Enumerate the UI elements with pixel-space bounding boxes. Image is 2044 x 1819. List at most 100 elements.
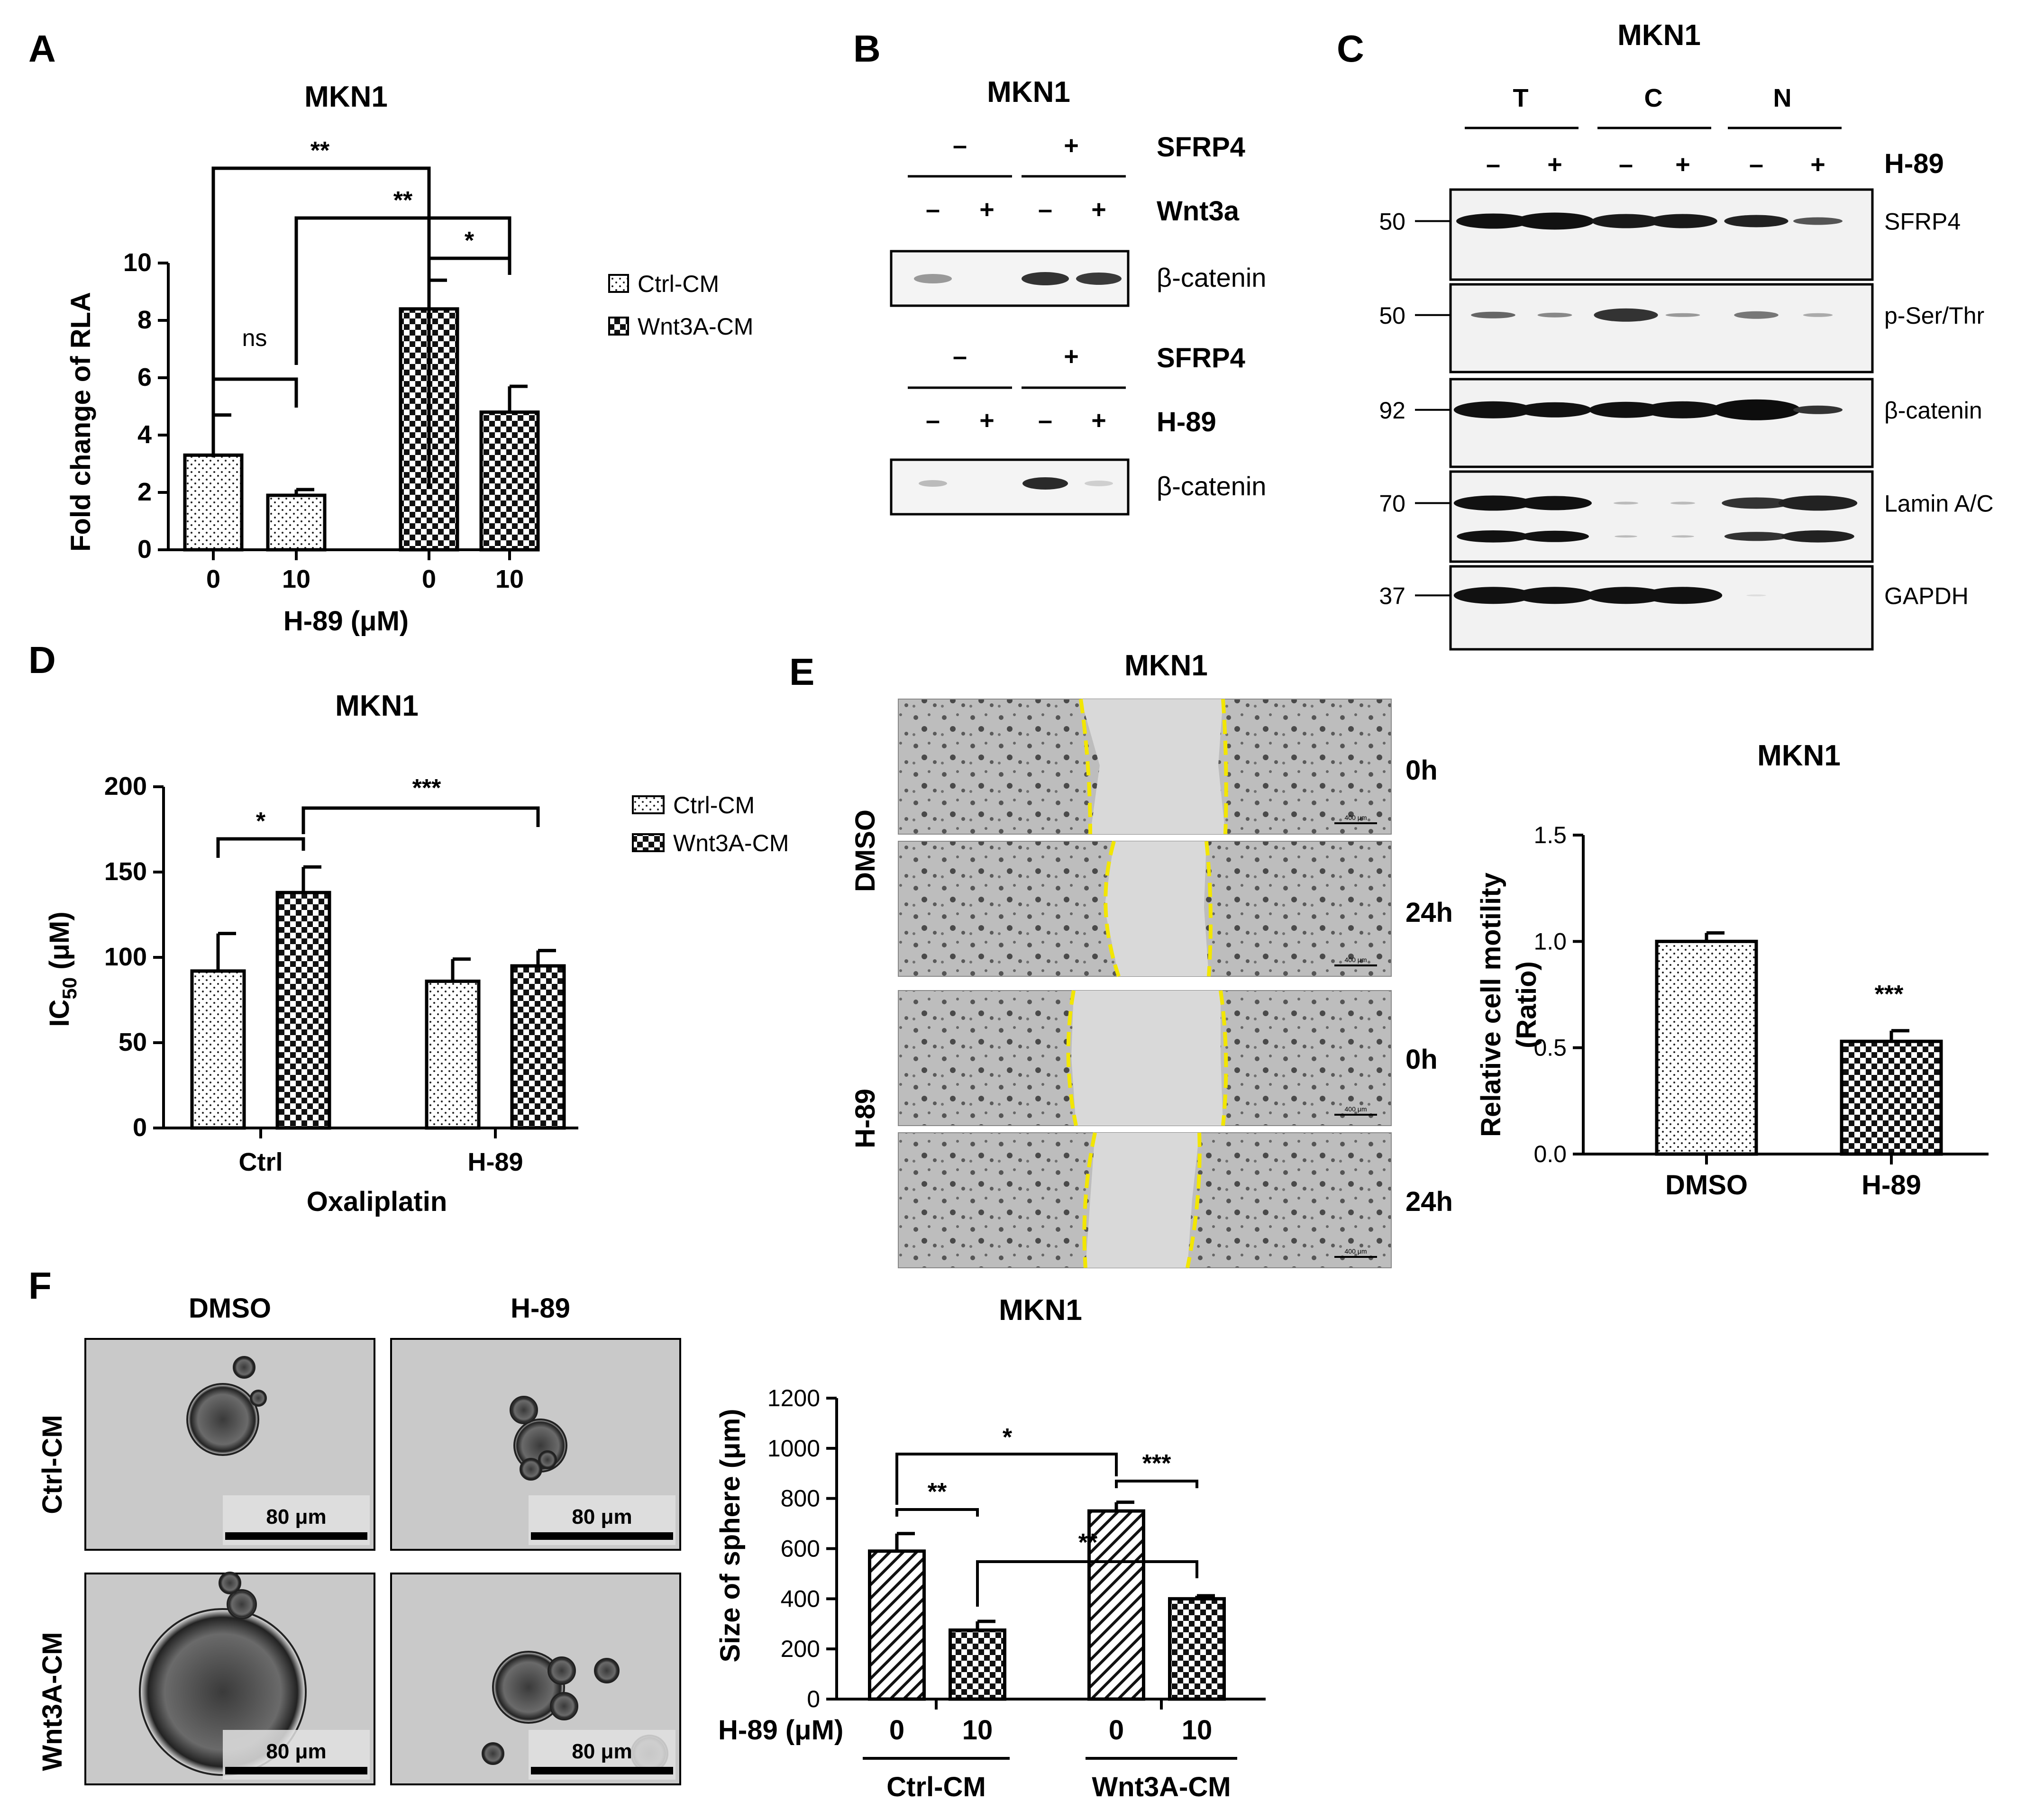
panel-e-axes: 0.0 0.5 1.0 1.5 DMSO H-89 bbox=[1533, 822, 1989, 1201]
sphere-cell bbox=[250, 1390, 267, 1407]
sig-label: ** bbox=[393, 187, 413, 214]
y-tick-label: 200 bbox=[781, 1636, 820, 1662]
y-tick-label: 10 bbox=[123, 248, 152, 277]
row-label-sfrp4: SFRP4 bbox=[1157, 343, 1245, 373]
blot-band bbox=[1594, 308, 1658, 322]
x-tick-label: DMSO bbox=[1665, 1170, 1748, 1201]
wound-edge-line bbox=[1219, 990, 1228, 1126]
sig-bracket bbox=[211, 377, 298, 408]
blot-band bbox=[1712, 399, 1801, 420]
row-label: Ctrl-CM bbox=[37, 1415, 68, 1514]
panel-b-title: MKN1 bbox=[987, 76, 1070, 109]
blot-band bbox=[1781, 530, 1854, 543]
group-label: N bbox=[1773, 84, 1792, 112]
legend-label: Wnt3A-CM bbox=[638, 313, 753, 340]
panel-f-bars bbox=[868, 1501, 1226, 1701]
blot-band bbox=[1648, 214, 1717, 228]
panel-d-sig: * *** bbox=[216, 774, 540, 858]
col-label: H-89 bbox=[511, 1293, 570, 1324]
sign-plus: + bbox=[1064, 342, 1079, 371]
y-tick-label: 2 bbox=[137, 478, 152, 506]
sphere-cell bbox=[492, 1651, 565, 1724]
y-tick-label: 0 bbox=[807, 1686, 820, 1712]
sig-bracket bbox=[895, 1508, 979, 1517]
sign-minus: – bbox=[926, 195, 940, 224]
panel-a-ylabel: Fold change of RLA bbox=[65, 292, 96, 552]
sign-minus: – bbox=[926, 406, 940, 435]
sign-plus: + bbox=[979, 406, 995, 435]
y-tick-label: 400 bbox=[781, 1585, 820, 1612]
panel-d-bars bbox=[190, 865, 566, 1130]
bar-ctrl-cm bbox=[425, 979, 481, 1130]
blot-band bbox=[1022, 272, 1069, 285]
bar-ctrl-cm bbox=[183, 453, 244, 552]
sig-label: ** bbox=[1078, 1529, 1098, 1556]
sphere-cell bbox=[227, 1589, 257, 1619]
panel-f-rowlabel: H-89 (μM) bbox=[718, 1715, 843, 1746]
group-label: T bbox=[1513, 84, 1529, 112]
blot-band bbox=[1453, 495, 1533, 511]
blot-band bbox=[1615, 535, 1637, 538]
wound-edge-line bbox=[1082, 1132, 1097, 1268]
sphere-cell bbox=[482, 1742, 504, 1765]
bar-ctrl-cm bbox=[266, 493, 327, 552]
wound-edge-line bbox=[1221, 699, 1228, 835]
blot-band bbox=[1591, 214, 1661, 228]
blot-band bbox=[1665, 313, 1700, 317]
bar-sphere-size bbox=[949, 1628, 1006, 1701]
blot-band bbox=[1515, 212, 1595, 230]
row-group-label: DMSO bbox=[850, 809, 881, 892]
blot-band bbox=[1803, 313, 1833, 317]
y-tick-label: 50 bbox=[119, 1028, 147, 1056]
sphere-cell bbox=[520, 1458, 542, 1481]
blot-band bbox=[1085, 481, 1113, 486]
sig-label: ns bbox=[242, 325, 267, 351]
y-tick-label: 6 bbox=[137, 363, 152, 391]
wound-gap bbox=[1104, 841, 1209, 976]
scale-bar bbox=[531, 1532, 673, 1540]
panel-d-xlabel: Oxaliplatin bbox=[307, 1186, 447, 1217]
sign-minus: – bbox=[1619, 150, 1633, 179]
sign-minus: – bbox=[1038, 195, 1052, 224]
protein-label: SFRP4 bbox=[1884, 209, 1961, 235]
panel-f-sig: ** * ** *** bbox=[895, 1424, 1198, 1607]
blot-band bbox=[1746, 594, 1766, 597]
sig-bracket bbox=[216, 837, 305, 858]
panel-e-chart-title: MKN1 bbox=[1757, 739, 1841, 772]
sig-label: ** bbox=[928, 1478, 947, 1506]
y-tick-label: 0 bbox=[137, 535, 152, 564]
blot-band bbox=[1724, 532, 1788, 541]
sig-label: *** bbox=[1875, 981, 1904, 1008]
panel-f-images: 80 μm 80 μm 80 μm 80 μm bbox=[84, 1338, 681, 1785]
panel-e-ylabel: Relative cell motility bbox=[1476, 873, 1506, 1137]
panel-a-title: MKN1 bbox=[304, 81, 388, 113]
legend-label: Ctrl-CM bbox=[638, 271, 719, 297]
scale-bar-label: 80 μm bbox=[572, 1740, 632, 1763]
blot-box bbox=[1449, 565, 1874, 651]
blot-label: β-catenin bbox=[1157, 263, 1266, 292]
blot-band bbox=[1793, 217, 1843, 225]
blot-box bbox=[1449, 470, 1874, 563]
blot-band bbox=[1457, 530, 1530, 543]
sign-minus: – bbox=[1749, 150, 1763, 179]
panel-letter-a: A bbox=[28, 27, 56, 70]
x-tick-label: 0 bbox=[422, 565, 436, 593]
sig-bracket bbox=[976, 1560, 1198, 1607]
sign-minus: – bbox=[953, 131, 967, 160]
wound-edge-line bbox=[1104, 840, 1121, 977]
treat-label: H-89 bbox=[1884, 148, 1944, 179]
legend-swatch-ctrl bbox=[608, 274, 629, 293]
protein-label: Lamin A/C bbox=[1884, 491, 1994, 517]
row-label-sfrp4: SFRP4 bbox=[1157, 132, 1245, 163]
x-tick-label: H-89 bbox=[1862, 1170, 1921, 1201]
x-tick-label: 0 bbox=[1109, 1715, 1124, 1746]
protein-label: β-catenin bbox=[1884, 397, 1982, 424]
x-tick-label: 10 bbox=[962, 1715, 993, 1746]
blot-band bbox=[914, 274, 952, 283]
sign-plus: + bbox=[1091, 195, 1106, 224]
panel-a-legend: Ctrl-CM Wnt3A-CM bbox=[608, 271, 753, 340]
panel-d-ylabel: IC50 (μM) bbox=[44, 911, 81, 1027]
blot-label: β-catenin bbox=[1157, 471, 1266, 501]
scale-bar-label: 400 μm bbox=[1345, 1247, 1367, 1255]
